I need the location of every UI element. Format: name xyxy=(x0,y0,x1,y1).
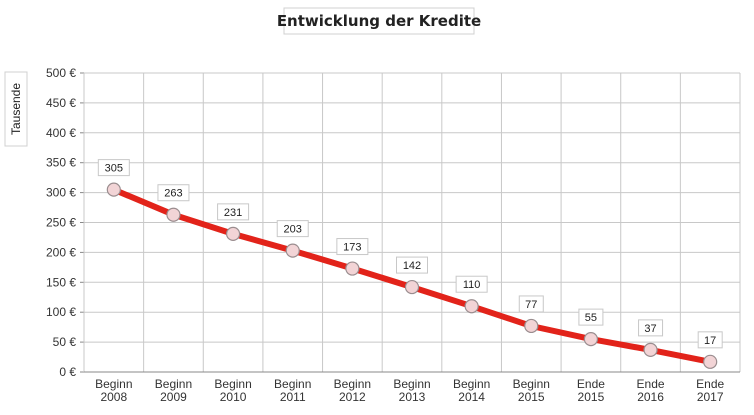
data-label: 55 xyxy=(578,308,604,326)
data-label-text: 173 xyxy=(343,242,361,254)
x-tick-label: Beginn 2009 xyxy=(155,377,192,404)
data-label-text: 231 xyxy=(224,207,242,219)
data-point xyxy=(643,342,658,357)
data-label-box xyxy=(396,256,428,274)
y-tick-label: 450 € xyxy=(46,96,76,110)
data-label-box xyxy=(697,331,723,349)
data-label: 142 xyxy=(396,256,428,274)
x-tick-labels: Beginn 2008 Beginn 2009 Beginn 2010 Beginn 2011… xyxy=(95,377,724,404)
x-tick-label: Beginn 2015 xyxy=(513,377,550,404)
y-axis-label-text: Tausende xyxy=(9,83,23,135)
x-tick-label: Ende 2016 xyxy=(637,377,665,404)
data-label-box xyxy=(336,238,369,256)
data-point xyxy=(464,299,479,314)
data-point xyxy=(285,243,300,258)
y-axis-label-box xyxy=(4,71,28,147)
data-label: 203 xyxy=(276,220,309,238)
chart-title: Entwicklung der Kredite xyxy=(277,7,481,35)
data-point xyxy=(703,354,718,369)
y-tick-label: 350 € xyxy=(46,156,76,170)
data-label-text: 305 xyxy=(105,163,123,175)
data-point xyxy=(166,207,181,222)
data-point xyxy=(524,318,539,334)
x-tick-label: Beginn 2013 xyxy=(393,377,430,404)
x-tick-label: Beginn 2011 xyxy=(274,377,311,404)
y-tick-label: 500 € xyxy=(46,66,76,80)
data-label-box xyxy=(217,203,250,221)
x-tick-label: Ende 2017 xyxy=(696,377,724,404)
data-label: 110 xyxy=(455,275,488,293)
y-tick-label: 400 € xyxy=(46,126,76,140)
data-label-text: 142 xyxy=(403,260,421,272)
data-label-box xyxy=(97,159,130,177)
data-label-text: 55 xyxy=(585,312,597,324)
data-label-text: 17 xyxy=(704,335,716,347)
data-label: 37 xyxy=(638,319,664,337)
y-tick-label: 250 € xyxy=(46,216,76,230)
data-label-text: 77 xyxy=(525,299,537,311)
data-label-box xyxy=(455,275,488,293)
data-point xyxy=(583,332,599,347)
data-label-box xyxy=(157,184,190,202)
y-tick-label: 0 € xyxy=(59,365,76,379)
y-axis-label: Tausende xyxy=(4,71,28,147)
data-point xyxy=(345,261,360,276)
data-label-box xyxy=(518,295,544,313)
data-label-box xyxy=(578,308,604,326)
data-label-text: 263 xyxy=(164,188,182,200)
data-point xyxy=(106,182,121,197)
data-label: 17 xyxy=(697,331,723,349)
x-tick-label: Beginn 2014 xyxy=(453,377,490,404)
x-tick-label: Beginn 2012 xyxy=(334,377,371,404)
x-tick-label: Ende 2015 xyxy=(577,377,605,404)
x-tick-label: Beginn 2010 xyxy=(214,377,251,404)
data-label: 263 xyxy=(157,184,190,202)
y-tick-labels: 0 € 50 € 100 € 150 € 200 € 250 € 300 € 350 € 400… xyxy=(46,66,76,379)
data-labels: 305 263 231 203 173 142 110 77 55 37 17 xyxy=(97,159,723,349)
data-label-box xyxy=(276,220,309,238)
data-point xyxy=(404,279,420,295)
y-tick-label: 100 € xyxy=(46,305,76,319)
y-tick-label: 50 € xyxy=(53,335,77,349)
chart-title-text: Entwicklung der Kredite xyxy=(277,12,481,30)
data-label: 305 xyxy=(97,159,130,177)
data-label-text: 37 xyxy=(644,323,656,335)
data-label-box xyxy=(638,319,664,337)
x-tick-label: Beginn 2008 xyxy=(95,377,132,404)
data-points xyxy=(106,182,718,369)
chart-title-box xyxy=(283,7,475,35)
y-tick-label: 200 € xyxy=(46,245,76,259)
data-label: 77 xyxy=(518,295,544,313)
data-label-text: 203 xyxy=(284,224,302,236)
data-label: 231 xyxy=(217,203,250,221)
y-tick-label: 300 € xyxy=(46,186,76,200)
y-tick-label: 150 € xyxy=(46,275,76,289)
data-point xyxy=(225,226,241,241)
data-label-text: 110 xyxy=(463,279,481,291)
data-label: 173 xyxy=(336,238,369,256)
